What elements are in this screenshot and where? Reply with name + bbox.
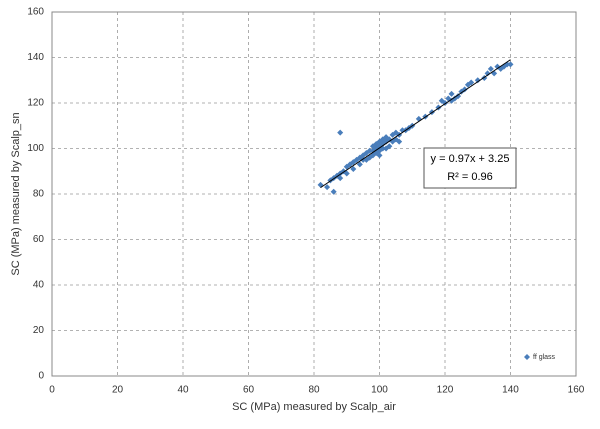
y-tick-label: 0 (38, 371, 44, 382)
plot-frame (51, 11, 577, 377)
x-tick-label: 0 (49, 385, 55, 396)
trendline (320, 59, 511, 189)
data-point (448, 90, 455, 97)
y-tick-label: 80 (33, 189, 45, 200)
data-point (396, 138, 403, 145)
y-tick-label: 140 (27, 52, 44, 63)
y-tick-label: 100 (27, 143, 44, 154)
data-point (474, 77, 481, 84)
legend-label: ff glass (533, 354, 556, 361)
data-point (507, 61, 514, 68)
data-point (324, 184, 331, 191)
data-point (356, 161, 363, 168)
data-point (386, 143, 393, 150)
data-point (461, 86, 468, 93)
x-tick-label: 80 (308, 385, 320, 396)
y-tick-label: 160 (27, 7, 44, 18)
y-tick-label: 60 (33, 234, 45, 245)
data-point (350, 165, 357, 172)
x-tick-label: 60 (243, 385, 255, 396)
y-tick-label: 20 (33, 325, 45, 336)
data-point (468, 79, 475, 86)
x-tick-label: 120 (437, 385, 454, 396)
x-tick-label: 140 (502, 385, 519, 396)
data-point (484, 70, 491, 77)
x-tick-label: 160 (568, 385, 585, 396)
r-squared: R² = 0.96 (447, 171, 493, 183)
data-point (337, 129, 344, 136)
data-point (366, 147, 373, 154)
data-point (337, 175, 344, 182)
y-axis-label: SC (MPa) measured by Scalp_sn (10, 112, 22, 275)
data-point (455, 93, 462, 100)
data-point (330, 188, 337, 195)
legend-marker (524, 354, 530, 360)
data-point (376, 152, 383, 159)
y-tick-label: 120 (27, 98, 44, 109)
equation-box (423, 147, 517, 189)
equation: y = 0.97x + 3.25 (431, 153, 510, 165)
x-tick-label: 40 (177, 385, 189, 396)
data-point (317, 181, 324, 188)
data-point (343, 170, 350, 177)
x-tick-label: 100 (371, 385, 388, 396)
y-tick-label: 40 (33, 280, 45, 291)
data-point (487, 65, 494, 72)
x-tick-label: 20 (112, 385, 124, 396)
data-point (491, 70, 498, 77)
x-axis-label: SC (MPa) measured by Scalp_air (232, 401, 396, 413)
